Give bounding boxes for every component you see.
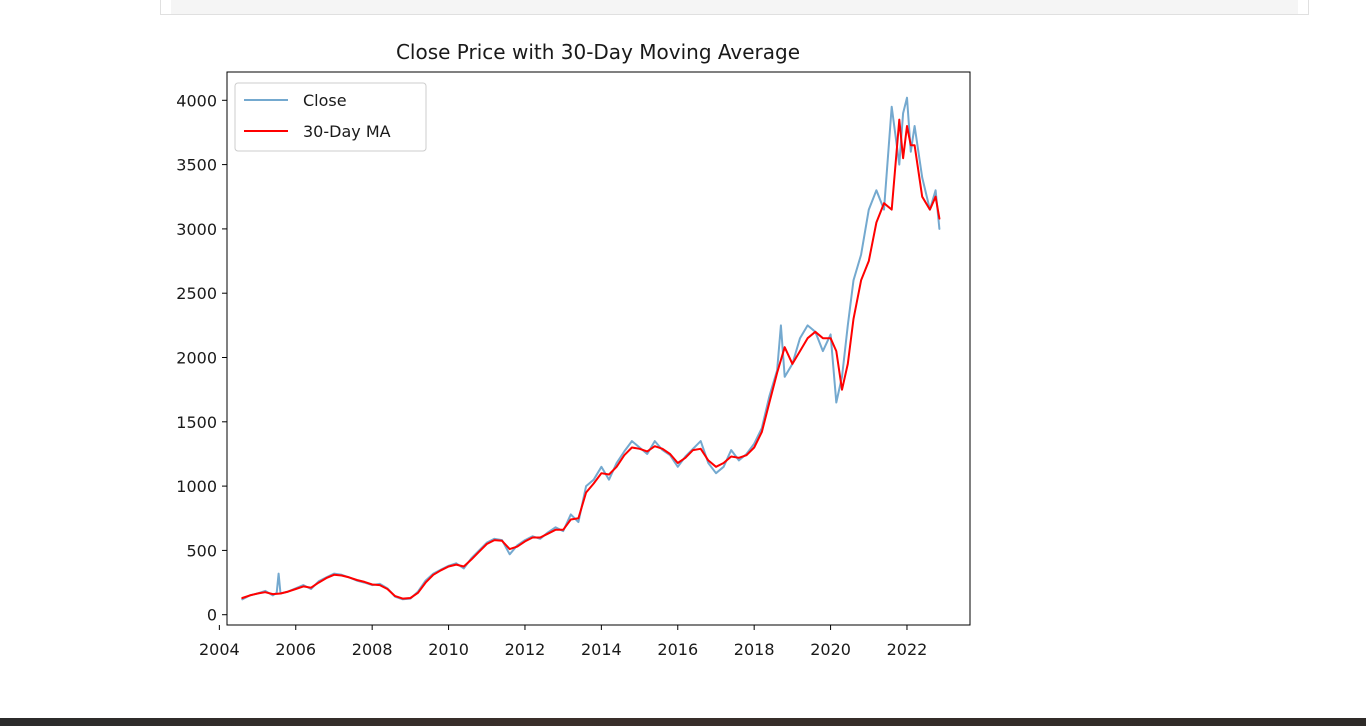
y-axis: 0 500 1000 1500 2000 2500 3000 3500 4000	[176, 91, 227, 625]
legend-label-close: Close	[303, 91, 347, 110]
x-tick-label: 2016	[657, 640, 698, 659]
x-axis: 2004 2006 2008 2010 2012 2014 2016 2018 2020 2022	[199, 625, 927, 659]
y-tick-label: 2000	[176, 349, 217, 368]
x-tick-label: 2022	[887, 640, 928, 659]
x-tick-label: 2010	[428, 640, 469, 659]
x-tick-label: 2006	[275, 640, 316, 659]
y-tick-label: 2500	[176, 284, 217, 303]
ma-series	[241, 118, 941, 600]
y-tick-label: 0	[207, 606, 217, 625]
y-tick-label: 1000	[176, 477, 217, 496]
window-bottom-bar	[0, 718, 1366, 726]
x-tick-label: 2014	[581, 640, 622, 659]
x-tick-label: 2018	[734, 640, 775, 659]
y-tick-label: 500	[186, 541, 217, 560]
chart-title: Close Price with 30-Day Moving Average	[396, 40, 800, 64]
y-tick-label: 3000	[176, 220, 217, 239]
x-tick-label: 2020	[810, 640, 851, 659]
previous-output-cell	[160, 0, 1309, 15]
y-tick-label: 3500	[176, 156, 217, 175]
plot-area-frame	[226, 71, 971, 626]
y-tick-label: 1500	[176, 413, 217, 432]
x-tick-label: 2004	[199, 640, 240, 659]
previous-output-scroll-area[interactable]	[171, 0, 1298, 14]
legend: Close 30-Day MA	[234, 82, 427, 152]
legend-label-ma: 30-Day MA	[303, 122, 391, 141]
x-tick-label: 2012	[505, 640, 546, 659]
ma-line	[241, 118, 941, 600]
x-tick-label: 2008	[352, 640, 393, 659]
y-tick-label: 4000	[176, 91, 217, 110]
